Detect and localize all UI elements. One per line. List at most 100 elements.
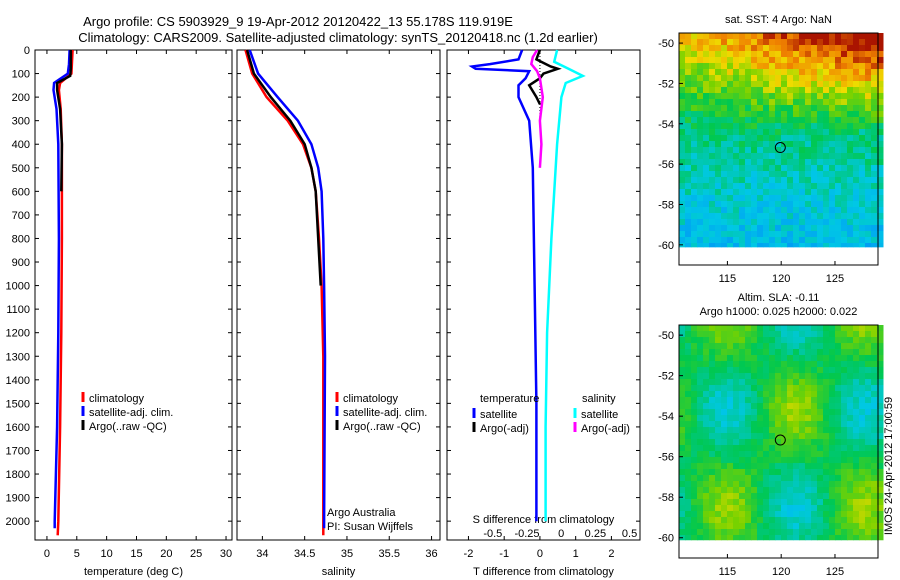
series-line-argo-adj- bbox=[529, 49, 545, 168]
sla-map-panel: -50 -52 -54 -56 -58 -60 115 120 125 Altim. SLA: -… bbox=[658, 292, 884, 578]
x-tick-label: 20 bbox=[160, 548, 172, 560]
x-axis-label: temperature (deg C) bbox=[84, 566, 183, 578]
series-line-satellite bbox=[468, 49, 538, 522]
map-x-tick-label: 120 bbox=[772, 566, 790, 578]
top-tick-label: 0 bbox=[558, 528, 564, 540]
map-panels: -50 -52 -54 -56 -58 -60 115 120 125 sat. SST: 4 A… bbox=[658, 14, 884, 578]
map-y-tick-label: -56 bbox=[658, 452, 674, 464]
map-x-tick-label: 120 bbox=[772, 273, 790, 285]
figure-title: Argo profile: CS 5903929_9 19-Apr-2012 2… bbox=[83, 14, 513, 29]
map-y-tick-label: -56 bbox=[658, 159, 674, 171]
y-tick-label: 1900 bbox=[6, 493, 30, 505]
top-tick-label: 0.5 bbox=[622, 528, 637, 540]
x-tick-label: 25 bbox=[190, 548, 202, 560]
map-y-tick-label: -52 bbox=[658, 371, 674, 383]
legend-label: satellite bbox=[480, 409, 517, 421]
map-x-tick-label: 125 bbox=[826, 566, 844, 578]
x-tick-label: 0 bbox=[537, 548, 543, 560]
legend-label: Argo(-adj) bbox=[480, 423, 529, 435]
map-title: sat. SST: 4 Argo: NaN bbox=[725, 14, 832, 26]
y-tick-label: 1000 bbox=[6, 281, 30, 293]
map-y-tick-label: -50 bbox=[658, 38, 674, 50]
x-tick-label: 35 bbox=[341, 548, 353, 560]
x-axis-label: salinity bbox=[322, 566, 356, 578]
series-line-satellite-adj-clim- bbox=[248, 49, 327, 529]
y-tick-label: 1800 bbox=[6, 469, 30, 481]
y-tick-label: 200 bbox=[12, 92, 30, 104]
x-tick-label: 10 bbox=[101, 548, 113, 560]
map-subtitle: Argo h1000: 0.025 h2000: 0.022 bbox=[700, 306, 858, 318]
x-tick-label: -1 bbox=[499, 548, 509, 560]
timestamp-stamp: IMOS 24-Apr-2012 17:00:59 bbox=[883, 397, 895, 535]
y-tick-label: 1100 bbox=[6, 304, 30, 316]
y-tick-label: 1400 bbox=[6, 375, 30, 387]
map-x-tick-label: 125 bbox=[826, 273, 844, 285]
map-y-tick-label: -52 bbox=[658, 78, 674, 90]
legend-label: Argo(..raw -QC) bbox=[89, 421, 167, 433]
x-tick-label: 15 bbox=[130, 548, 142, 560]
series-line-satellite bbox=[544, 49, 586, 522]
panel-annotation: PI: Susan Wijffels bbox=[327, 521, 413, 533]
y-tick-label: 2000 bbox=[6, 516, 30, 528]
panel-annotation: Argo Australia bbox=[327, 507, 396, 519]
difference-axes-frame bbox=[446, 49, 641, 541]
salinity-axes-frame bbox=[236, 49, 441, 541]
legend-label: climatology bbox=[89, 393, 145, 405]
y-tick-label: 1200 bbox=[6, 328, 30, 340]
legend-label: satellite-adj. clim. bbox=[343, 407, 427, 419]
x-tick-label: 2 bbox=[608, 548, 614, 560]
top-axis-label: S difference from climatology bbox=[473, 514, 615, 526]
legend-label: Argo(-adj) bbox=[581, 423, 630, 435]
figure-subtitle: Climatology: CARS2009. Satellite-adjuste… bbox=[78, 30, 598, 45]
salinity-panel: 34 34.5 35 35.5 36 salinity climatology satelli… bbox=[236, 49, 441, 578]
sla-map-frame bbox=[678, 324, 879, 559]
series-line-argo-adj- bbox=[527, 49, 562, 105]
y-tick-label: 1500 bbox=[6, 398, 30, 410]
y-tick-label: 800 bbox=[12, 233, 30, 245]
x-tick-label: 35.5 bbox=[379, 548, 400, 560]
legend-label: Argo(..raw -QC) bbox=[343, 421, 421, 433]
map-y-tick-label: -58 bbox=[658, 199, 674, 211]
legend-title-temperature: temperature bbox=[480, 393, 539, 405]
y-tick-label: 100 bbox=[12, 69, 30, 81]
top-tick-label: 0.25 bbox=[585, 528, 606, 540]
map-y-tick-label: -54 bbox=[658, 119, 674, 131]
map-x-tick-label: 115 bbox=[719, 566, 737, 578]
map-y-tick-label: -60 bbox=[658, 533, 674, 545]
legend-title-salinity: salinity bbox=[582, 393, 616, 405]
legend-label: satellite bbox=[581, 409, 618, 421]
y-tick-label: 900 bbox=[12, 257, 30, 269]
x-tick-label: 1 bbox=[573, 548, 579, 560]
map-y-tick-label: -58 bbox=[658, 492, 674, 504]
x-tick-label: 34 bbox=[256, 548, 268, 560]
y-tick-label: 0 bbox=[24, 45, 30, 57]
y-tick-label: 500 bbox=[12, 163, 30, 175]
y-tick-label: 300 bbox=[12, 116, 30, 128]
float-location-marker bbox=[774, 142, 786, 154]
top-tick-label: -0.25 bbox=[514, 528, 539, 540]
legend-label: satellite-adj. clim. bbox=[89, 407, 173, 419]
series-line-satellite-adj-clim- bbox=[52, 49, 71, 529]
sla-map-field bbox=[679, 325, 884, 541]
x-tick-label: 5 bbox=[74, 548, 80, 560]
x-tick-label: 0 bbox=[44, 548, 50, 560]
x-tick-label: 30 bbox=[220, 548, 232, 560]
map-y-tick-label: -60 bbox=[658, 240, 674, 252]
temperature-panel: 0100200300400500600700800900100011001200… bbox=[6, 45, 233, 578]
top-tick-label: -0.5 bbox=[483, 528, 502, 540]
profile-panels: 0100200300400500600700800900100011001200… bbox=[6, 45, 641, 578]
y-tick-label: 1600 bbox=[6, 422, 30, 434]
y-tick-label: 600 bbox=[12, 186, 30, 198]
sst-map-panel: -50 -52 -54 -56 -58 -60 115 120 125 sat. SST: 4 A… bbox=[658, 14, 884, 285]
map-x-tick-label: 115 bbox=[719, 273, 737, 285]
series-line-argo-raw-qc- bbox=[55, 50, 73, 192]
map-y-tick-label: -50 bbox=[658, 330, 674, 342]
y-tick-label: 1700 bbox=[6, 445, 30, 457]
temperature-axes-frame bbox=[34, 49, 233, 541]
x-axis-label: T difference from climatology bbox=[473, 566, 614, 578]
x-tick-label: 36 bbox=[425, 548, 437, 560]
y-tick-label: 700 bbox=[12, 210, 30, 222]
legend-label: climatology bbox=[343, 393, 399, 405]
